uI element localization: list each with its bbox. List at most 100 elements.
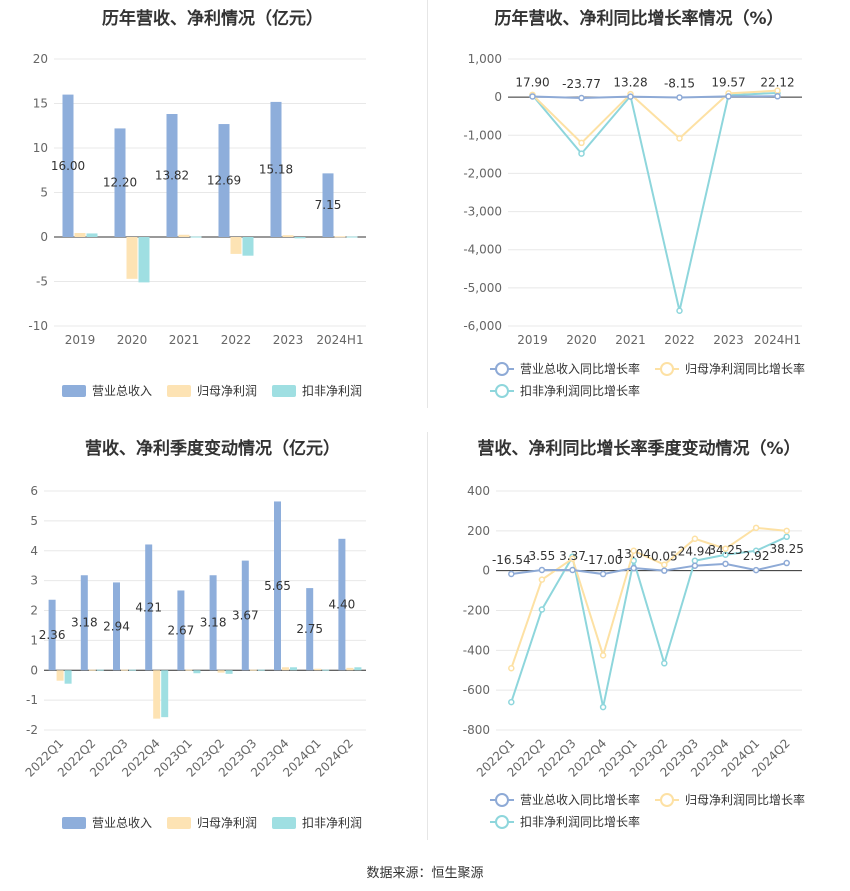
data-label: 12.20 [103,176,137,190]
data-point [630,547,637,554]
series-line [511,562,787,576]
y-tick-label: 6 [30,484,38,498]
y-tick-label: 10 [33,141,48,155]
x-tick-label: 2024H1 [316,333,363,347]
data-point [691,535,699,543]
panel-divider [427,432,428,840]
bar [290,667,297,671]
bar [270,101,282,237]
data-point [578,150,585,157]
bar [80,575,88,671]
y-tick-label: -5,000 [463,281,502,295]
data-point [538,606,546,613]
legend-label: 归母净利润 [197,816,257,830]
x-tick-label: 2022 [221,333,252,347]
bar [74,232,86,237]
y-tick-label: 0 [30,663,38,677]
legend-swatch [272,817,296,829]
data-label: 5.65 [264,579,291,593]
y-tick-label: 20 [33,52,48,66]
bar [314,668,322,671]
data-point [508,698,515,706]
bar [138,237,150,283]
x-tick-label: 2024H1 [754,333,801,347]
y-tick-label: 200 [467,524,490,538]
bar [322,173,334,237]
bar [161,670,169,718]
bar [249,669,257,671]
data-label: 38.25 [770,542,804,556]
legend-label: 归母净利润同比增长率 [685,361,805,376]
y-tick-label: -3,000 [463,205,502,219]
data-label: 2.94 [103,619,130,633]
data-label: 13.28 [613,76,647,90]
bar [121,669,128,671]
bar [354,667,362,671]
data-point [569,566,576,574]
bar [153,670,161,719]
data-point [508,665,515,672]
bar [88,669,96,671]
data-point [676,307,683,314]
bar [218,124,230,237]
legend-swatch [62,385,86,397]
quarterly-growth-rate-plot: 4002000-200-400-600-800-16.542022Q13.552… [463,484,805,829]
chart-title: 历年营收、净利情况（亿元） [102,9,323,29]
data-label: 22.12 [760,75,794,89]
bar [56,670,64,681]
data-point [508,570,515,578]
bar [96,669,104,671]
bar [322,669,330,671]
y-tick-label: 4 [30,544,38,558]
y-tick-label: -2 [26,723,38,737]
legend-marker [660,793,674,807]
data-label: 17.90 [515,75,549,89]
data-point [783,559,790,567]
series-line [531,89,778,145]
legend-label: 营业总收入同比增长率 [520,792,640,807]
data-label: 3.18 [200,616,227,630]
bar [145,544,153,671]
bar [334,236,346,238]
data-label: 19.57 [711,75,745,89]
legend-marker [495,815,509,829]
series-line [532,95,778,100]
x-tick-label: 2019 [517,333,548,347]
data-label: -23.77 [562,77,601,91]
data-label: 4.40 [329,598,356,612]
legend-label: 扣非净利润同比增长率 [520,383,640,398]
bar [346,667,354,671]
quarterly-revenue-profit-chart: 营收、净利季度变动情况（亿元） 6 5 4 3 2 1 0 -1 -2 2.36 2022Q1 3.1… [0,430,425,850]
data-point [569,555,576,562]
bar [113,582,120,671]
quarterly-growth-rate-chart: 营收、净利同比增长率季度变动情况（%） 400 200 0 -200 -400 -600 -… [428,430,850,850]
chart-title: 营收、净利季度变动情况（亿元） [85,439,340,459]
series-line [510,535,788,708]
y-tick-label: 0 [482,564,490,578]
bar [86,233,98,237]
data-point [599,703,607,711]
data-label: 13.82 [155,169,189,183]
legend-swatch [167,385,191,397]
legend-marker [495,793,509,807]
data-point [538,566,546,574]
data-label: -8.15 [664,76,695,90]
bar [193,670,201,674]
legend-marker [495,384,509,398]
y-tick-label: 3 [30,574,38,588]
data-point [725,93,732,100]
y-tick-label: -6,000 [463,319,502,333]
bar [242,237,254,256]
data-point [676,135,683,142]
data-point [578,139,585,147]
legend-label: 归母净利润 [197,384,257,398]
data-point [691,562,699,569]
data-label: -16.54 [492,553,531,567]
data-point [752,566,760,574]
y-tick-label: -2,000 [463,166,502,180]
data-label: 12.69 [207,174,241,188]
y-tick-label: -10 [28,319,48,333]
annual-growth-rate-chart: 历年营收、净利同比增长率情况（%） 1,000 0 -1,000 -2,000 -3,0… [428,0,850,410]
bar [274,501,281,671]
data-label: 15.18 [259,162,293,176]
